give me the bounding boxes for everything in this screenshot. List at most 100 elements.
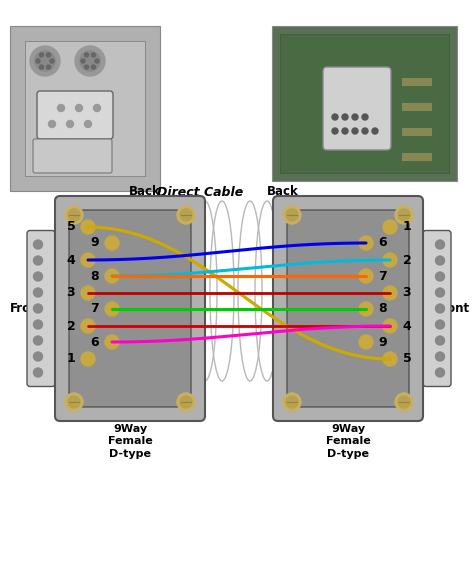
Circle shape	[180, 209, 192, 221]
Circle shape	[81, 253, 95, 267]
Circle shape	[81, 352, 95, 366]
Text: PC
RS232: PC RS232	[64, 201, 106, 230]
Circle shape	[66, 120, 73, 127]
Text: Front: Front	[435, 301, 470, 314]
FancyBboxPatch shape	[287, 210, 409, 407]
Circle shape	[436, 352, 445, 361]
Text: 3: 3	[403, 286, 411, 300]
Circle shape	[283, 206, 301, 224]
Circle shape	[30, 46, 60, 76]
Circle shape	[39, 53, 44, 57]
Text: 7: 7	[379, 270, 387, 282]
Circle shape	[36, 59, 40, 63]
Circle shape	[362, 114, 368, 120]
Circle shape	[383, 286, 397, 300]
Circle shape	[39, 65, 44, 69]
Text: Front: Front	[10, 301, 45, 314]
Circle shape	[342, 128, 348, 134]
Circle shape	[75, 46, 105, 76]
FancyBboxPatch shape	[33, 139, 112, 173]
Circle shape	[34, 240, 43, 249]
Circle shape	[352, 114, 358, 120]
Text: 6: 6	[379, 237, 387, 249]
Circle shape	[81, 59, 85, 63]
Circle shape	[105, 335, 119, 349]
Text: 2: 2	[67, 320, 75, 332]
FancyBboxPatch shape	[323, 67, 391, 150]
Circle shape	[398, 396, 410, 408]
Text: Back: Back	[267, 185, 299, 198]
FancyBboxPatch shape	[273, 196, 423, 421]
Circle shape	[436, 368, 445, 377]
FancyBboxPatch shape	[27, 230, 55, 386]
Circle shape	[342, 114, 348, 120]
Circle shape	[65, 393, 83, 411]
Text: Direct Cable: Direct Cable	[157, 186, 243, 199]
Circle shape	[177, 206, 195, 224]
Circle shape	[283, 393, 301, 411]
Circle shape	[436, 256, 445, 265]
Circle shape	[383, 319, 397, 333]
Text: Baldor
Card: Baldor Card	[343, 201, 387, 230]
Bar	[10, 26, 160, 191]
Text: 4: 4	[402, 320, 411, 332]
Text: 1: 1	[402, 221, 411, 233]
Circle shape	[359, 236, 373, 250]
Text: 9Way
Female
D-type: 9Way Female D-type	[326, 424, 370, 459]
Circle shape	[93, 104, 100, 112]
Circle shape	[436, 304, 445, 313]
Circle shape	[34, 320, 43, 329]
Circle shape	[57, 104, 64, 112]
Circle shape	[91, 53, 95, 57]
Circle shape	[34, 272, 43, 281]
Circle shape	[80, 51, 100, 71]
Circle shape	[65, 206, 83, 224]
Circle shape	[46, 65, 51, 69]
Circle shape	[34, 368, 43, 377]
Circle shape	[84, 53, 89, 57]
Bar	[280, 34, 449, 173]
Text: 2: 2	[402, 253, 411, 267]
Bar	[272, 26, 457, 181]
Text: 9: 9	[379, 335, 387, 348]
Text: 5: 5	[402, 353, 411, 366]
Circle shape	[84, 65, 89, 69]
Circle shape	[359, 335, 373, 349]
Circle shape	[436, 336, 445, 345]
Circle shape	[286, 396, 298, 408]
Text: 9Way
Female
D-type: 9Way Female D-type	[108, 424, 152, 459]
Circle shape	[352, 128, 358, 134]
Circle shape	[50, 59, 54, 63]
Circle shape	[372, 128, 378, 134]
Text: 8: 8	[91, 270, 100, 282]
Circle shape	[34, 336, 43, 345]
Circle shape	[48, 120, 55, 127]
Bar	[402, 128, 432, 136]
Circle shape	[81, 319, 95, 333]
Circle shape	[46, 53, 51, 57]
Circle shape	[436, 272, 445, 281]
Circle shape	[75, 104, 82, 112]
Text: 6: 6	[91, 335, 100, 348]
Circle shape	[180, 396, 192, 408]
FancyBboxPatch shape	[37, 91, 113, 139]
Circle shape	[332, 114, 338, 120]
Circle shape	[436, 288, 445, 297]
Circle shape	[359, 269, 373, 283]
Circle shape	[81, 286, 95, 300]
Circle shape	[359, 302, 373, 316]
Circle shape	[84, 120, 91, 127]
Circle shape	[436, 240, 445, 249]
Circle shape	[68, 209, 80, 221]
Bar	[402, 78, 432, 86]
Circle shape	[177, 393, 195, 411]
Text: Back: Back	[129, 185, 161, 198]
FancyBboxPatch shape	[55, 196, 205, 421]
Circle shape	[91, 65, 95, 69]
Text: 9: 9	[91, 237, 100, 249]
Circle shape	[286, 209, 298, 221]
Circle shape	[35, 51, 55, 71]
Circle shape	[383, 253, 397, 267]
Circle shape	[34, 256, 43, 265]
Circle shape	[332, 128, 338, 134]
